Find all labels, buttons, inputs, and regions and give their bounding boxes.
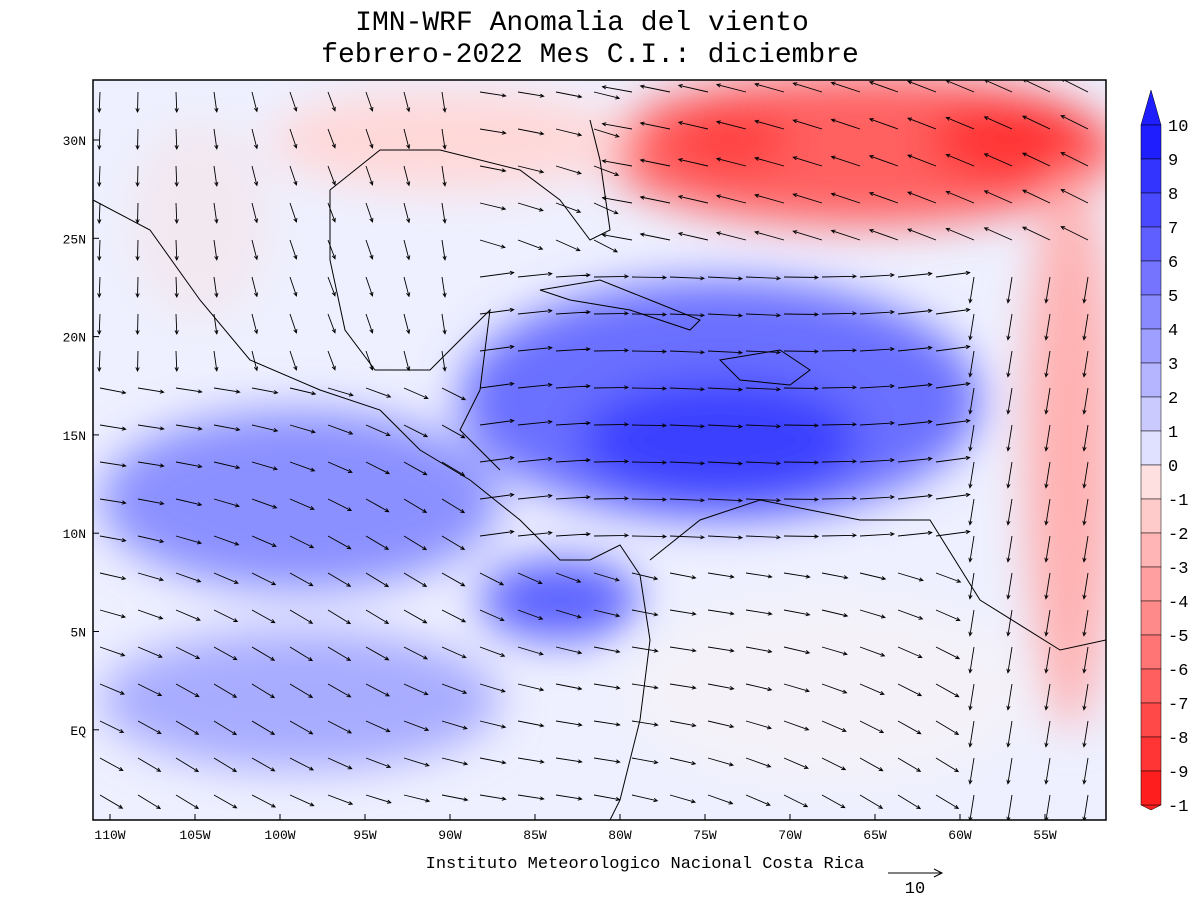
colorbar-label: 2 — [1168, 390, 1178, 409]
colorbar-swatch — [1140, 158, 1162, 194]
colorbar-label: 6 — [1168, 254, 1178, 273]
colorbar-label: 4 — [1168, 322, 1178, 341]
colorbar-label: -5 — [1168, 628, 1188, 647]
colorbar-label: -9 — [1168, 764, 1188, 783]
colorbar-label: -7 — [1168, 696, 1188, 715]
anomaly-field — [93, 80, 1106, 820]
colorbar-swatch — [1140, 770, 1162, 806]
colorbar-swatch — [1140, 736, 1162, 772]
colorbar-label: -4 — [1168, 594, 1188, 613]
colorbar-label: -6 — [1168, 662, 1188, 681]
colorbar-swatch — [1140, 192, 1162, 228]
x-tick-label: 60W — [948, 828, 972, 843]
y-tick-label: EQ — [70, 724, 86, 739]
colorbar-label: 7 — [1168, 220, 1178, 239]
colorbar-swatch — [1140, 634, 1162, 670]
title-line-2: febrero-2022 Mes C.I.: diciembre — [321, 40, 859, 71]
x-tick-label: 85W — [523, 828, 547, 843]
footer: Instituto Meteorologico Nacional Costa R… — [426, 855, 865, 874]
x-tick-label: 75W — [693, 828, 717, 843]
map-frame — [92, 79, 1107, 821]
x-tick-label: 80W — [608, 828, 632, 843]
colorbar-label: -1 — [1168, 492, 1188, 511]
colorbar-swatch — [1140, 566, 1162, 602]
colorbar-label: 0 — [1168, 458, 1178, 477]
y-tick-label: 5N — [70, 626, 86, 641]
x-tick-label: 55W — [1033, 828, 1057, 843]
colorbar-swatch — [1140, 600, 1162, 636]
colorbar-swatch — [1140, 396, 1162, 432]
colorbar-swatch — [1140, 532, 1162, 568]
colorbar-swatch — [1140, 430, 1162, 466]
x-tick-label: 110W — [94, 828, 125, 843]
x-tick-label: 65W — [863, 828, 887, 843]
colorbar-swatch — [1140, 498, 1162, 534]
colorbar-swatch — [1140, 294, 1162, 330]
y-tick-label: 25N — [63, 232, 86, 247]
colorbar-label: 1 — [1168, 424, 1178, 443]
coastlines — [93, 119, 1106, 820]
colorbar-swatch — [1140, 668, 1162, 704]
reference-arrow — [888, 868, 944, 878]
x-tick-label: 90W — [438, 828, 462, 843]
colorbar-label: 10 — [1168, 118, 1188, 137]
colorbar-swatch — [1140, 362, 1162, 398]
colorbar-swatch — [1140, 328, 1162, 364]
y-tick-label: 20N — [63, 331, 86, 346]
colorbar-swatch — [1140, 260, 1162, 296]
x-tick-label: 95W — [353, 828, 377, 843]
y-tick-label: 30N — [63, 134, 86, 149]
colorbar-label: -8 — [1168, 730, 1188, 749]
reference-label: 10 — [905, 880, 925, 899]
colorbar-label: 5 — [1168, 288, 1178, 307]
x-tick-label: 100W — [264, 828, 295, 843]
colorbar-label: 8 — [1168, 186, 1178, 205]
colorbar-swatch — [1140, 702, 1162, 738]
title-line-1: IMN-WRF Anomalia del viento — [355, 8, 809, 39]
x-tick-label: 70W — [778, 828, 802, 843]
colorbar-swatch — [1140, 464, 1162, 500]
colorbar-bottom-arrow — [1140, 804, 1162, 811]
colorbar-label: 3 — [1168, 356, 1178, 375]
colorbar-label: -3 — [1168, 560, 1188, 579]
colorbar-swatch — [1140, 124, 1162, 160]
colorbar-label: 9 — [1168, 152, 1178, 171]
colorbar-label: -1 — [1168, 798, 1188, 817]
colorbar-swatch — [1140, 226, 1162, 262]
wind-vectors — [97, 80, 1089, 820]
colorbar-label: -2 — [1168, 526, 1188, 545]
y-tick-label: 15N — [63, 429, 86, 444]
colorbar-top-arrow — [1140, 89, 1162, 126]
y-tick-label: 10N — [63, 527, 86, 542]
x-tick-label: 105W — [179, 828, 210, 843]
